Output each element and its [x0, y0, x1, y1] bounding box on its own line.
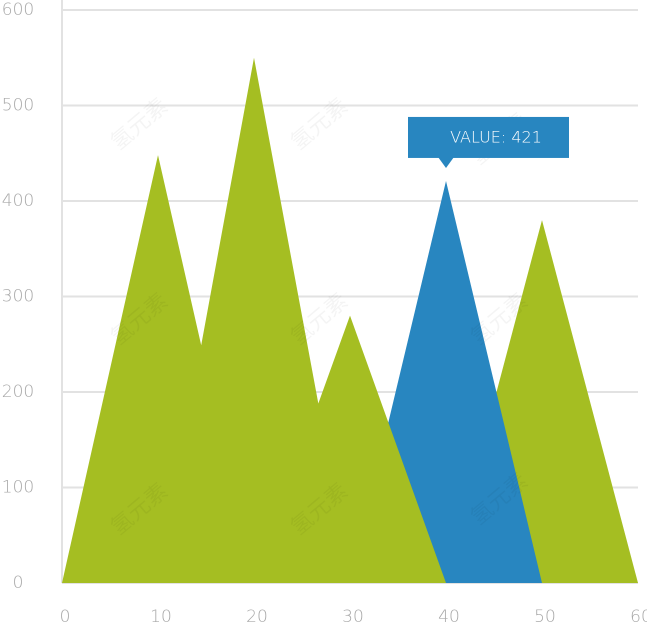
tooltip-box — [408, 116, 569, 158]
tooltip: VALUE: 421 — [408, 116, 569, 168]
y-tick-label: 100 — [2, 478, 34, 498]
watermark: 氢元素 — [106, 94, 173, 156]
y-tick-label: 400 — [2, 191, 34, 211]
y-tick-label: 0 — [13, 573, 24, 593]
y-tick-label: 200 — [2, 382, 34, 402]
y-tick-label: 500 — [2, 96, 34, 116]
x-tick-label: 20 — [246, 607, 268, 626]
x-tick-label: 40 — [438, 607, 460, 626]
y-tick-label: 300 — [2, 287, 34, 307]
tooltip-text: VALUE: 421 — [450, 127, 542, 146]
x-tick-label: 50 — [534, 607, 556, 626]
x-tick-label: 0 — [60, 607, 71, 626]
area — [62, 57, 446, 583]
x-tick-label: 60 — [630, 607, 647, 626]
y-tick-label: 600 — [2, 0, 34, 20]
tooltip-pointer — [438, 156, 454, 168]
x-tick-label: 30 — [342, 607, 364, 626]
x-tick-label: 10 — [150, 607, 172, 626]
watermark: 氢元素 — [286, 94, 353, 156]
